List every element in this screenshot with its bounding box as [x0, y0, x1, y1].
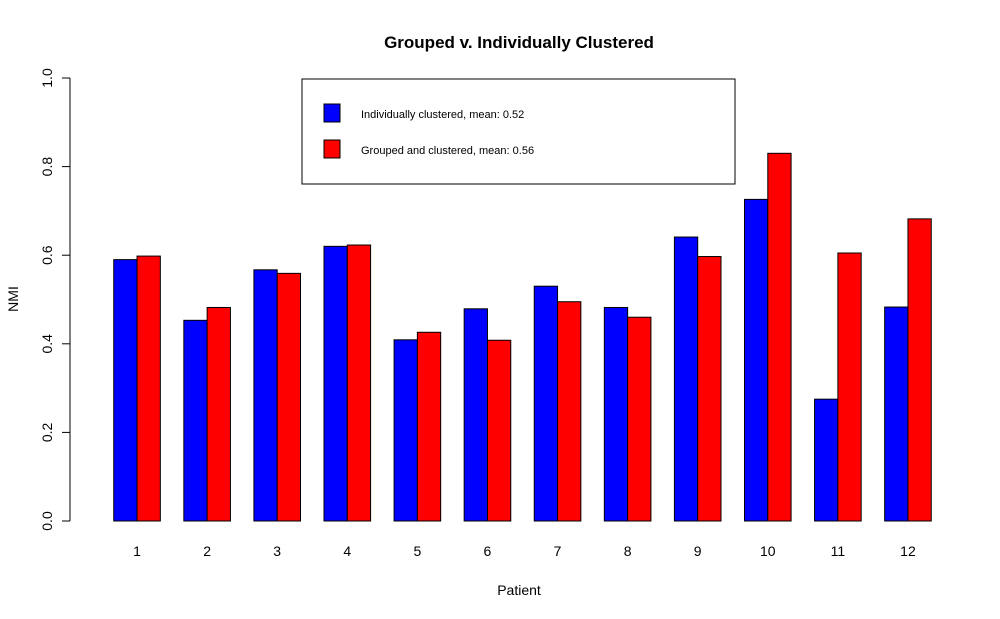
- x-tick-label: 5: [413, 543, 421, 559]
- bar-individual: [183, 319, 208, 522]
- legend-entry: Individually clustered, mean: 0.52: [361, 109, 524, 121]
- bar-individual: [393, 339, 418, 522]
- x-tick-label: 1: [133, 543, 141, 559]
- x-tick-label: 7: [554, 543, 562, 559]
- y-tick-label: 1.0: [39, 68, 55, 88]
- bar-individual: [253, 269, 278, 522]
- bar-individual: [323, 245, 348, 522]
- bar-grouped: [136, 255, 161, 522]
- x-tick-label: 10: [760, 543, 776, 559]
- y-axis: 0.0 0.2 0.4 0.6 0.8 1.0: [39, 68, 71, 531]
- bar-grouped: [767, 152, 792, 522]
- bar-grouped: [486, 339, 512, 522]
- legend-swatch: [323, 103, 341, 123]
- y-tick-label: 0.6: [39, 245, 55, 265]
- x-axis: 1 2 3 4 5 6 7 8 9 10 11 12: [133, 543, 916, 559]
- legend-swatch: [323, 139, 341, 159]
- y-tick-label: 0.2: [39, 422, 55, 442]
- x-tick-label: 9: [694, 543, 702, 559]
- x-tick-label: 11: [831, 543, 846, 559]
- bar-grouped: [276, 272, 302, 522]
- chart-title: Grouped v. Individually Clustered: [384, 33, 654, 52]
- bar-individual: [673, 236, 699, 522]
- legend-entry: Grouped and clustered, mean: 0.56: [361, 145, 534, 157]
- y-axis-label: NMI: [5, 286, 21, 312]
- x-axis-label: Patient: [497, 582, 541, 598]
- bar-grouped: [557, 301, 582, 522]
- bar-grouped: [907, 218, 932, 522]
- x-tick-label: 3: [273, 543, 281, 559]
- bar-individual: [533, 285, 559, 522]
- bar-grouped: [837, 252, 862, 522]
- y-tick-label: 0.4: [39, 334, 55, 354]
- legend: Individually clustered, mean: 0.52 Groupe…: [301, 78, 736, 185]
- x-tick-label: 4: [343, 543, 351, 559]
- legend-box: [301, 78, 736, 185]
- x-tick-label: 12: [900, 543, 916, 559]
- bar-grouped: [206, 306, 231, 522]
- bar-grouped: [697, 256, 722, 522]
- y-tick-label: 0.8: [39, 157, 55, 177]
- y-tick-label: 0.0: [39, 511, 55, 531]
- bar-individual: [113, 259, 138, 522]
- x-tick-label: 6: [484, 543, 492, 559]
- bars: [113, 152, 932, 522]
- bar-grouped: [346, 244, 372, 522]
- bar-individual: [743, 198, 769, 522]
- bar-grouped: [627, 316, 652, 522]
- x-tick-label: 8: [624, 543, 632, 559]
- bar-individual: [884, 306, 909, 522]
- bar-individual: [603, 306, 629, 522]
- bar-individual: [463, 308, 488, 522]
- x-tick-label: 2: [203, 543, 211, 559]
- bar-grouped: [416, 331, 442, 522]
- bar-individual: [814, 398, 839, 522]
